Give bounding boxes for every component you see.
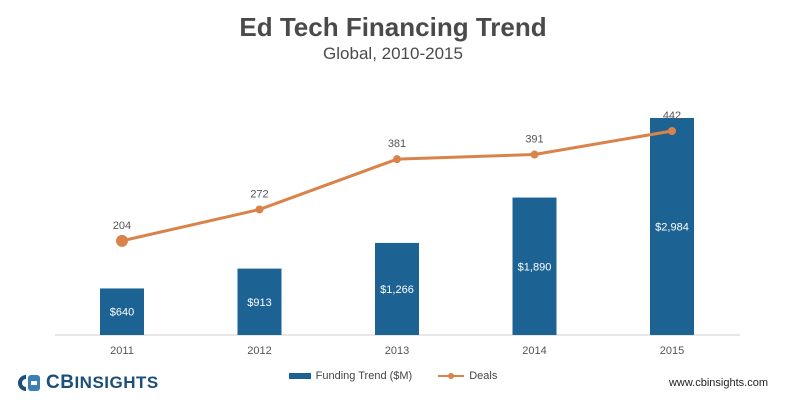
logo-wordmark: CBINSIGHTS bbox=[46, 372, 159, 393]
x-tick-2011: 2011 bbox=[110, 345, 134, 357]
deals-label-2015: 442 bbox=[663, 110, 681, 122]
legend-swatch-bar bbox=[288, 373, 311, 379]
x-tick-2013: 2013 bbox=[385, 345, 409, 357]
deals-point-2011 bbox=[116, 234, 128, 247]
deals-label-2011: 204 bbox=[113, 220, 131, 232]
website-url: www.cbinsights.com bbox=[668, 377, 768, 389]
bar-label-2011: $640 bbox=[110, 307, 134, 319]
legend: Funding Trend ($M) Deals bbox=[0, 370, 786, 382]
deals-point-2012 bbox=[255, 205, 264, 214]
chart-title: Ed Tech Financing Trend bbox=[239, 12, 547, 42]
legend-label-deals: Deals bbox=[469, 370, 498, 382]
bar-label-2015: $2,984 bbox=[655, 221, 689, 233]
cb-insights-logo: CBINSIGHTS bbox=[12, 372, 159, 394]
bar-2014 bbox=[512, 197, 557, 335]
bar-2013 bbox=[375, 242, 419, 335]
legend-item-deals: Deals bbox=[438, 370, 497, 382]
bar-label-2012: $913 bbox=[247, 297, 271, 309]
bar-2012 bbox=[237, 268, 282, 335]
deals-label-2012: 272 bbox=[250, 188, 268, 200]
deals-point-2015 bbox=[668, 127, 676, 135]
deals-point-2013 bbox=[393, 155, 401, 164]
legend-swatch-line bbox=[438, 371, 465, 381]
bar-label-2013: $1,266 bbox=[380, 284, 414, 296]
legend-item-funding: Funding Trend ($M) bbox=[288, 370, 413, 382]
deals-label-2013: 381 bbox=[388, 138, 406, 150]
x-tick-2014: 2014 bbox=[522, 345, 546, 357]
x-tick-2015: 2015 bbox=[660, 345, 684, 357]
deals-label-2014: 391 bbox=[525, 134, 543, 146]
legend-label-funding: Funding Trend ($M) bbox=[315, 370, 413, 382]
bar-2015 bbox=[650, 117, 694, 336]
bar-2011 bbox=[100, 288, 144, 335]
cb-logo-icon bbox=[18, 375, 40, 391]
bar-label-2014: $1,890 bbox=[518, 261, 552, 273]
x-tick-2012: 2012 bbox=[247, 345, 271, 357]
chart-subtitle: Global, 2010-2015 bbox=[323, 44, 463, 63]
deals-point-2014 bbox=[530, 150, 539, 159]
